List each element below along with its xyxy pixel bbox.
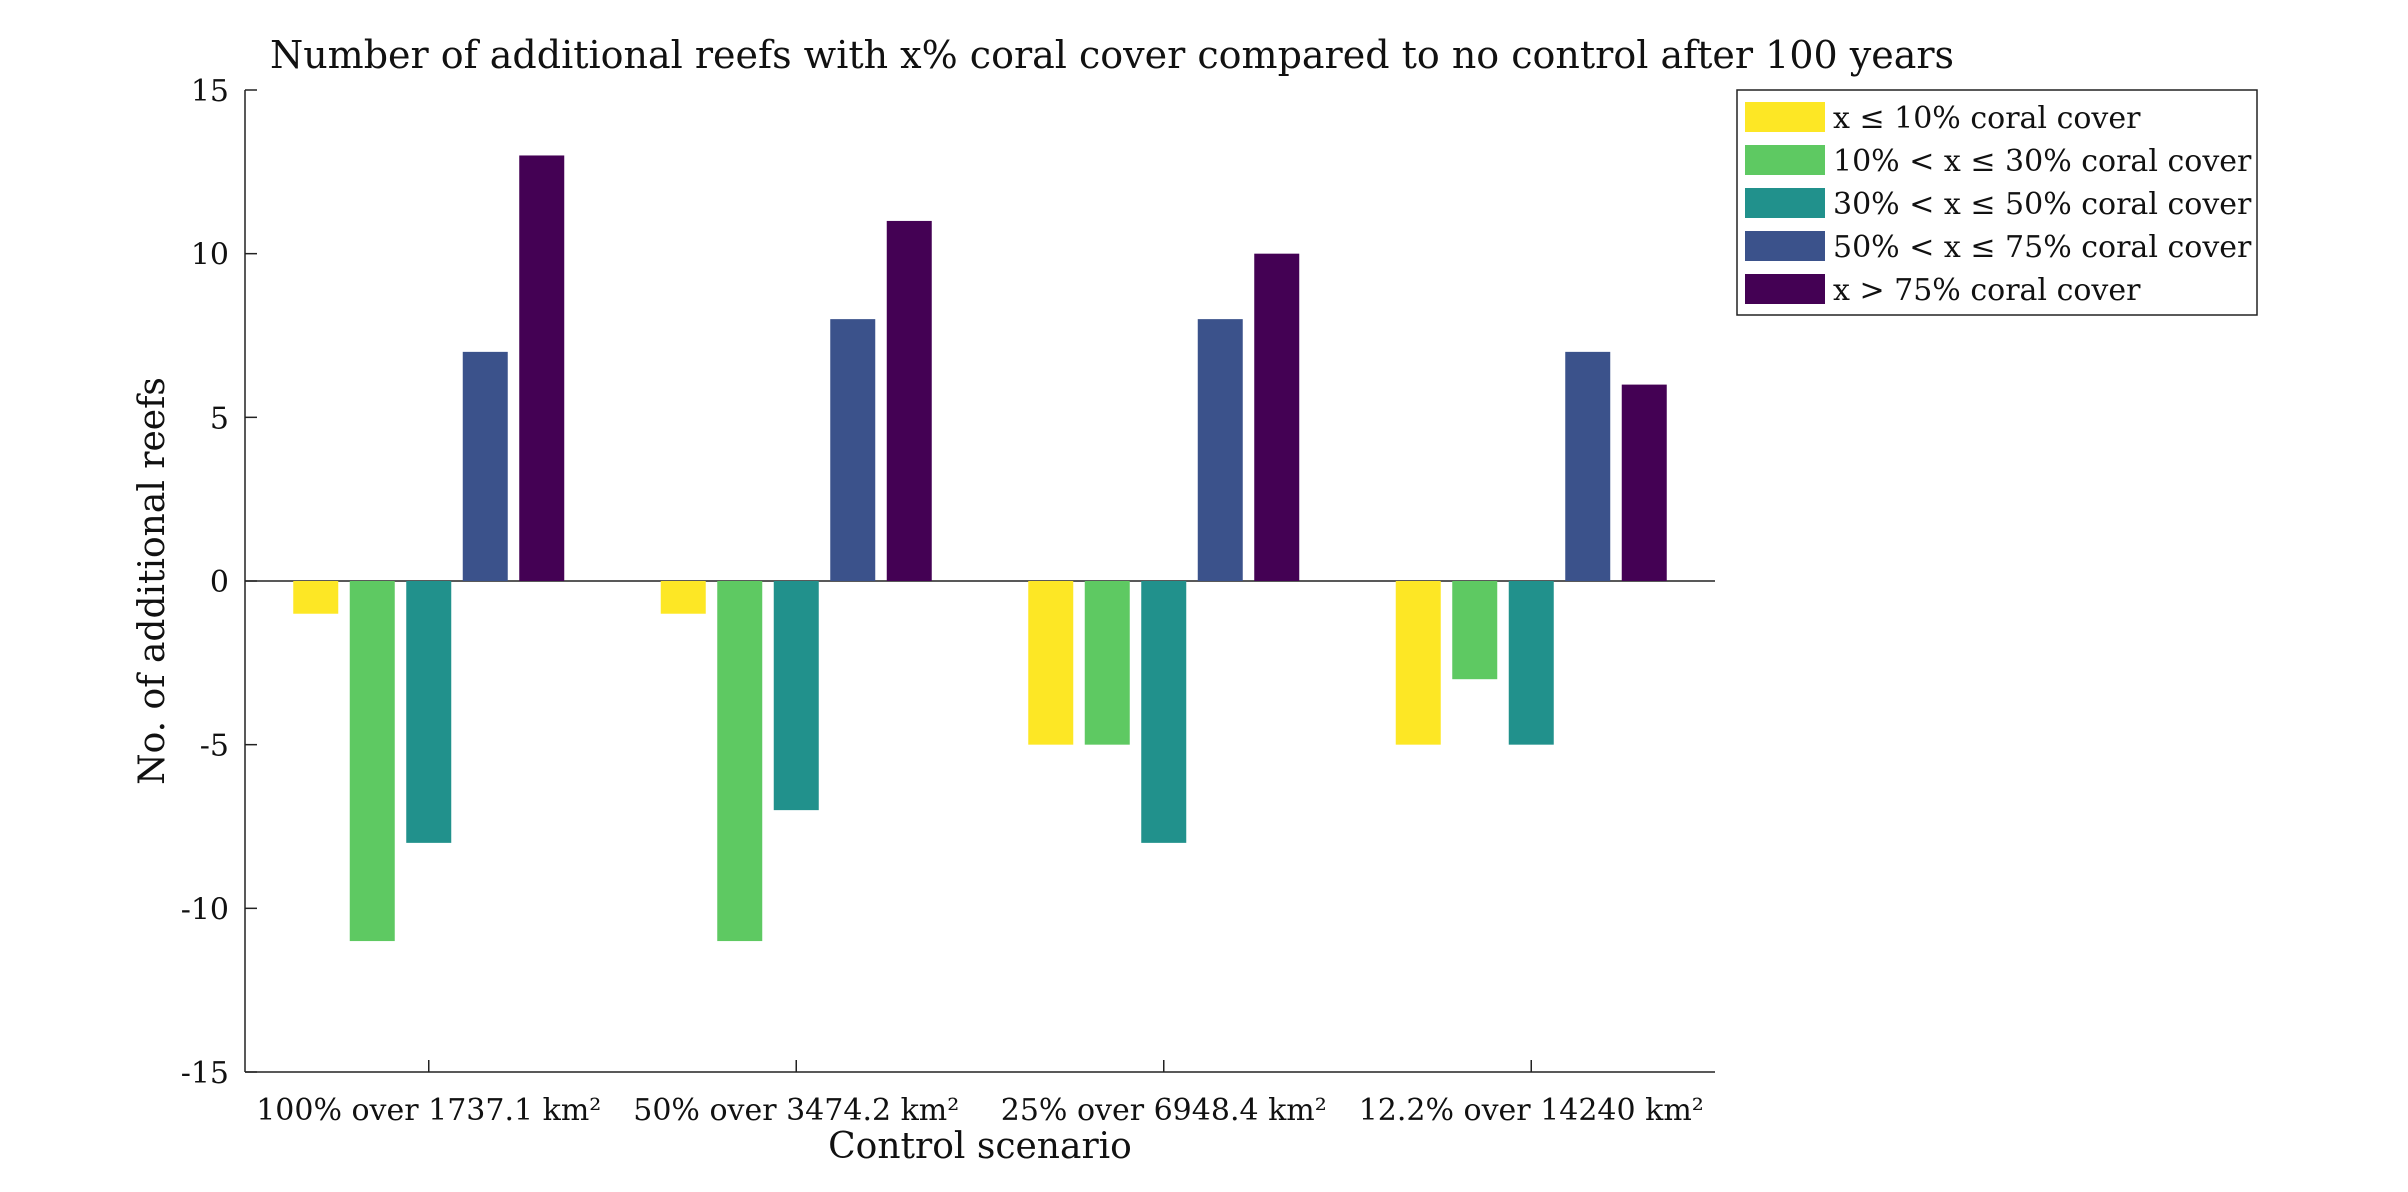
legend-swatch [1745, 102, 1825, 132]
bar [349, 581, 395, 942]
legend: x ≤ 10% coral cover 10% < x ≤ 30% coral c… [1736, 89, 2258, 316]
x-axis-ticks: 100% over 1737.1 km² 50% over 3474.2 km² 2… [256, 1060, 1704, 1128]
bar [773, 581, 819, 811]
legend-swatch [1745, 145, 1825, 175]
bars [293, 155, 1667, 942]
bar [1254, 253, 1300, 581]
y-tick-label: -5 [200, 729, 229, 764]
legend-label: 10% < x ≤ 30% coral cover [1833, 144, 2252, 179]
legend-label: x ≤ 10% coral cover [1833, 101, 2141, 136]
bar [717, 581, 763, 942]
bar [1141, 581, 1187, 843]
y-tick-label: 0 [210, 565, 229, 600]
y-tick-label: -10 [181, 892, 229, 927]
x-axis-label: Control scenario [828, 1126, 1132, 1167]
bar [830, 319, 876, 581]
y-tick-label: 10 [191, 238, 229, 273]
legend-swatch [1745, 231, 1825, 261]
bar [1084, 581, 1130, 745]
bar [1452, 581, 1498, 680]
legend-label: 50% < x ≤ 75% coral cover [1833, 230, 2252, 265]
x-tick-label: 25% over 6948.4 km² [1001, 1093, 1327, 1128]
bar [1565, 351, 1611, 581]
bar [293, 581, 339, 614]
bar [660, 581, 706, 614]
x-tick-label: 100% over 1737.1 km² [256, 1093, 601, 1128]
bar [1395, 581, 1441, 745]
x-tick-label: 12.2% over 14240 km² [1359, 1093, 1704, 1128]
legend-label: x > 75% coral cover [1833, 273, 2141, 308]
bar [519, 155, 565, 581]
bar [1621, 384, 1667, 581]
y-axis-ticks: -15 -10 -5 0 5 10 15 [181, 74, 257, 1091]
legend-label: 30% < x ≤ 50% coral cover [1833, 187, 2252, 222]
y-axis-label: No. of additional reefs [132, 377, 173, 785]
bar [886, 220, 932, 581]
x-tick-label: 50% over 3474.2 km² [633, 1093, 959, 1128]
bar [1028, 581, 1074, 745]
bar [1508, 581, 1554, 745]
bar [406, 581, 452, 843]
bar [462, 351, 508, 581]
legend-swatch [1745, 274, 1825, 304]
y-tick-label: -15 [181, 1056, 229, 1091]
chart-title: Number of additional reefs with x% coral… [270, 33, 1954, 77]
legend-swatch [1745, 188, 1825, 218]
bar [1197, 319, 1243, 581]
y-tick-label: 5 [210, 401, 229, 436]
y-tick-label: 15 [191, 74, 229, 109]
